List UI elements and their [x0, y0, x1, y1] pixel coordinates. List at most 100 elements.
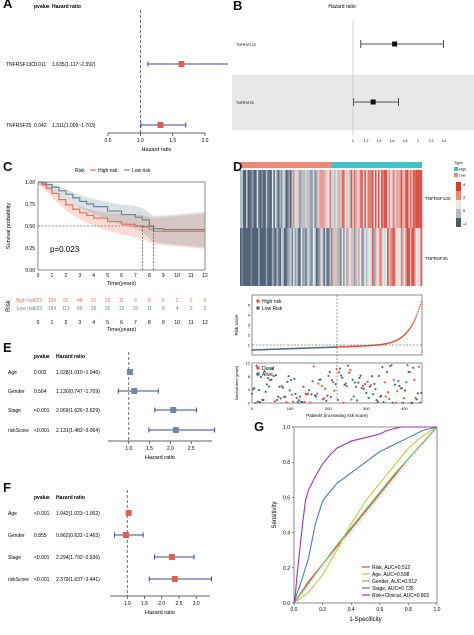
survival-point-201	[327, 374, 330, 377]
survival-point-276	[356, 399, 359, 402]
heatmap-cell-0-31	[287, 170, 289, 228]
risk-y-tick-4: 5	[248, 303, 251, 308]
risk-point-422	[412, 322, 414, 325]
survival-point-198	[326, 394, 329, 397]
survival-point-291	[361, 384, 365, 387]
risk-x-tick-5: 5	[106, 320, 109, 326]
heatmap-cell-0-62	[334, 170, 336, 228]
heatmap-cell-1-7	[250, 228, 253, 286]
risk-value-1-2: 113	[62, 306, 70, 312]
panel-b-title: Hazard ratio	[328, 4, 355, 10]
heatmap-cell-1-52	[318, 228, 321, 286]
survival-point-204	[328, 370, 331, 374]
survival-point-168	[314, 395, 318, 398]
row-hr-text-tnfrsf13c: 1.635(1.117~2.392)	[52, 62, 96, 68]
heatmap-cell-0-41	[302, 170, 304, 228]
heatmap-cell-0-97	[387, 170, 389, 228]
x-tick-label-0: 0	[37, 273, 40, 279]
y-tick-label-4: 1.00	[25, 180, 35, 186]
panel-label-d: D	[233, 159, 243, 174]
heatmap-cell-0-37	[296, 170, 298, 228]
roc-y-tick-label-2: 0.4	[283, 531, 290, 537]
survival-point-261	[350, 398, 353, 401]
heatmap-cell-1-114	[412, 228, 415, 286]
heatmap-cell-1-78	[358, 228, 361, 286]
heatmap-cell-0-93	[381, 170, 383, 228]
x-tick-label-4: 4	[92, 273, 95, 279]
heatmap-cell-1-11	[256, 228, 259, 286]
heatmap-cell-1-18	[267, 228, 270, 286]
panel-label-a: A	[3, 0, 13, 11]
heatmap-cell-1-63	[335, 228, 338, 286]
risk-table-title: Risk	[6, 299, 12, 312]
heatmap-cell-0-48	[312, 170, 315, 228]
survival-point-135	[302, 385, 305, 388]
risk-point-430	[415, 316, 417, 319]
roc-x-tick-label-4: 0.8	[405, 607, 412, 613]
heatmap-cell-0-86	[370, 170, 373, 228]
heatmap-cell-0-104	[397, 170, 400, 228]
survival-point-159	[311, 380, 314, 383]
heatmap-cell-0-88	[373, 170, 376, 228]
type-legend-label-0: High	[459, 168, 466, 172]
heatmap-cell-0-101	[393, 170, 395, 228]
heatmap-cell-0-33	[290, 170, 292, 228]
heatmap-cell-0-60	[331, 170, 333, 228]
heatmap-cell-0-73	[350, 170, 353, 228]
x-tick-label-3: 2.5	[188, 446, 195, 452]
survival-point-333	[377, 374, 381, 378]
heatmap-cell-0-95	[384, 170, 386, 228]
heatmap-cell-0-53	[320, 170, 323, 228]
heatmap-cell-0-12	[258, 170, 261, 228]
x-tick-label-7: 2.4	[442, 139, 447, 143]
roc-legend-label-2: Gender, AUC=0.512	[372, 579, 417, 585]
roc-x-axis-label: 1-Specificity	[349, 617, 381, 623]
heatmap-cell-0-10	[255, 170, 257, 228]
heatmap-cell-1-66	[340, 228, 342, 286]
survival-point-171	[316, 392, 319, 395]
heatmap-cell-0-5	[247, 170, 250, 228]
survival-point-138	[303, 400, 306, 404]
x-tick-label-2: 1.5	[169, 138, 176, 144]
risk-value-0-12: 0	[204, 298, 207, 304]
row-label-age: Age	[8, 370, 17, 376]
heatmap-cell-1-39	[299, 228, 301, 286]
row-pvalue-tnfrsf25: 0.042	[34, 123, 47, 129]
heatmap-cell-1-10	[255, 228, 257, 286]
survival-point-306	[367, 396, 370, 400]
survival-point-312	[369, 384, 373, 387]
heatmap-cell-1-55	[323, 228, 326, 286]
scale-label-1: 2	[463, 195, 466, 200]
scale-block-1	[456, 191, 461, 200]
row-label-gender: Gender	[8, 533, 25, 539]
survival-point-297	[364, 382, 367, 386]
risk-x-tick-7: 7	[134, 320, 137, 326]
scale-block-0	[456, 182, 461, 191]
heatmap-cell-1-53	[320, 228, 323, 286]
survival-point-372	[392, 378, 395, 381]
heatmap-cell-0-69	[344, 170, 347, 228]
survival-point-213	[332, 381, 335, 384]
risk-point-414	[409, 327, 411, 330]
heatmap-cell-1-16	[264, 228, 267, 286]
heatmap-cell-0-94	[382, 170, 385, 228]
survival-point-285	[359, 374, 362, 377]
column-header-pvalue: pvalue	[34, 4, 50, 10]
heatmap-cell-1-111	[408, 228, 411, 286]
x-tick-label-1: 1	[51, 273, 54, 279]
survival-point-189	[322, 397, 326, 400]
heatmap-cell-0-76	[355, 170, 358, 228]
x-tick-label-0: 1.0	[125, 446, 132, 452]
heatmap-cell-0-47	[311, 170, 314, 228]
heatmap-cell-0-100	[391, 170, 394, 228]
risk-y-tick-3: 4	[248, 313, 251, 318]
roc-y-tick-label-0: 0.0	[283, 601, 290, 607]
survival-point-408	[406, 364, 409, 367]
heatmap-cell-1-74	[352, 228, 355, 286]
survival-point-96	[287, 375, 290, 378]
survival-point-348	[383, 381, 386, 384]
type-bar-high	[240, 162, 331, 168]
heatmap-cell-0-11	[256, 170, 259, 228]
row-hr-text-age: 1.028(1.010~1.046)	[56, 370, 100, 376]
heatmap-cell-0-45	[308, 170, 311, 228]
